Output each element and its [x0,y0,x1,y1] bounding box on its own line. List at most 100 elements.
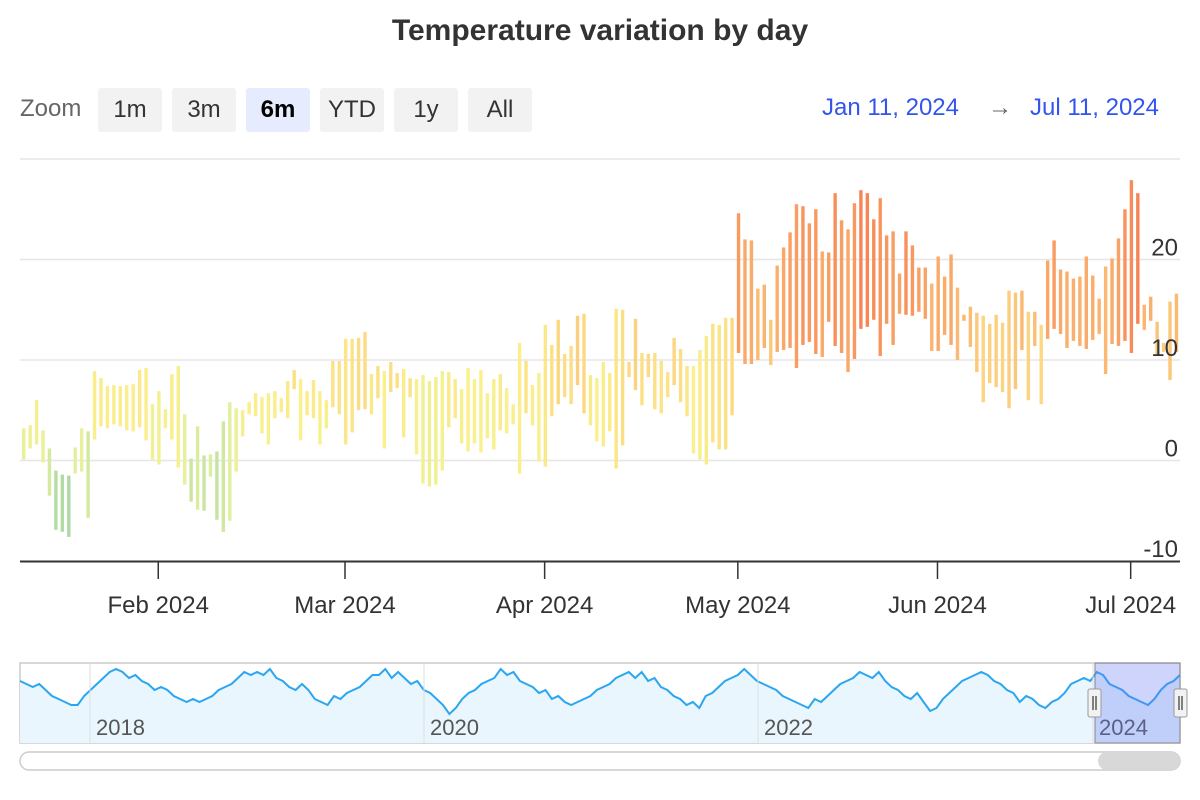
temperature-column[interactable] [1110,258,1114,344]
temperature-column[interactable] [234,408,238,472]
temperature-column[interactable] [620,309,625,446]
temperature-column[interactable] [260,397,264,434]
temperature-column[interactable] [382,371,387,449]
temperature-column[interactable] [530,385,535,426]
temperature-column[interactable] [434,377,438,485]
temperature-column[interactable] [28,425,32,449]
temperature-column[interactable] [125,385,129,431]
temperature-column[interactable] [401,369,406,438]
temperature-column[interactable] [492,379,496,450]
temperature-column[interactable] [472,379,477,444]
temperature-column[interactable] [247,402,251,415]
temperature-column[interactable] [414,379,419,455]
temperature-column[interactable] [41,430,45,463]
temperature-column[interactable] [968,306,973,347]
temperature-column[interactable] [1058,269,1063,334]
temperature-column[interactable] [659,361,663,414]
temperature-column[interactable] [453,379,457,419]
navigator-selection[interactable] [1094,662,1181,744]
temperature-column[interactable] [1020,290,1024,350]
temperature-column[interactable] [633,318,638,391]
temperature-column[interactable] [279,398,283,413]
temperature-column[interactable] [505,388,509,434]
temperature-column[interactable] [852,203,857,359]
zoom-all-button[interactable]: All [468,88,532,132]
temperature-column[interactable] [408,378,412,398]
temperature-column[interactable] [878,198,882,356]
zoom-ytd-button[interactable]: YTD [320,88,384,132]
temperature-column[interactable] [427,381,432,487]
temperature-column[interactable] [305,391,309,416]
temperature-column[interactable] [54,470,58,530]
range-from-input[interactable]: Jan 11, 2024 [822,94,960,121]
temperature-column[interactable] [543,324,548,467]
temperature-column[interactable] [189,458,193,502]
temperature-column[interactable] [176,366,180,468]
temperature-column[interactable] [917,267,921,312]
temperature-column[interactable] [1097,298,1101,334]
temperature-column[interactable] [112,385,116,425]
temperature-column[interactable] [807,223,812,342]
navigator-right-handle[interactable] [1173,688,1188,718]
temperature-column[interactable] [195,426,200,510]
temperature-columns[interactable] [22,180,1179,537]
navigator[interactable]: 2018 2020 2022 2024 [19,662,1188,744]
temperature-column[interactable] [981,315,985,403]
temperature-column[interactable] [395,373,399,389]
temperature-column[interactable] [485,393,490,439]
temperature-column[interactable] [459,389,464,444]
temperature-column[interactable] [1084,256,1088,349]
temperature-column[interactable] [839,220,844,353]
temperature-column[interactable] [949,254,953,345]
temperature-column[interactable] [582,313,586,414]
temperature-column[interactable] [73,447,77,474]
temperature-column[interactable] [466,368,470,452]
temperature-column[interactable] [1174,293,1179,352]
temperature-column[interactable] [601,362,605,447]
temperature-column[interactable] [994,314,998,388]
temperature-column[interactable] [595,378,599,442]
temperature-column[interactable] [1116,238,1121,346]
temperature-column[interactable] [92,371,97,440]
zoom-3m-button[interactable]: 3m [172,88,236,132]
temperature-column[interactable] [511,404,515,425]
temperature-column[interactable] [447,372,451,428]
temperature-column[interactable] [215,451,219,520]
temperature-column[interactable] [653,352,657,410]
temperature-column[interactable] [86,431,90,518]
temperature-column[interactable] [910,245,915,316]
temperature-column[interactable] [1149,296,1153,321]
temperature-column[interactable] [1045,260,1050,339]
temperature-column[interactable] [1033,311,1037,346]
temperature-column[interactable] [318,391,322,445]
zoom-6m-button[interactable]: 6m [246,88,310,132]
temperature-column[interactable] [614,308,618,469]
temperature-column[interactable] [228,402,232,521]
temperature-column[interactable] [99,378,103,427]
temperature-column[interactable] [298,379,303,441]
temperature-column[interactable] [157,391,161,465]
temperature-column[interactable] [253,393,258,417]
temperature-column[interactable] [324,400,329,429]
temperature-column[interactable] [517,342,522,474]
temperature-column[interactable] [1039,324,1043,405]
temperature-column[interactable] [131,384,135,432]
zoom-1m-button[interactable]: 1m [98,88,162,132]
temperature-column[interactable] [640,352,644,406]
temperature-column[interactable] [666,372,670,398]
temperature-column[interactable] [163,409,168,429]
temperature-column[interactable] [1000,322,1005,393]
temperature-column[interactable] [1026,311,1031,401]
temperature-column[interactable] [221,421,226,532]
temperature-column[interactable] [833,193,837,346]
temperature-column[interactable] [292,370,296,390]
temperature-column[interactable] [1136,193,1140,324]
temperature-column[interactable] [955,287,960,360]
temperature-column[interactable] [1065,271,1069,348]
temperature-column[interactable] [369,374,374,415]
temperature-column[interactable] [350,338,354,433]
temperature-column[interactable] [22,428,26,460]
temperature-column[interactable] [569,345,573,405]
temperature-column[interactable] [575,315,580,386]
temperature-column[interactable] [704,335,709,465]
